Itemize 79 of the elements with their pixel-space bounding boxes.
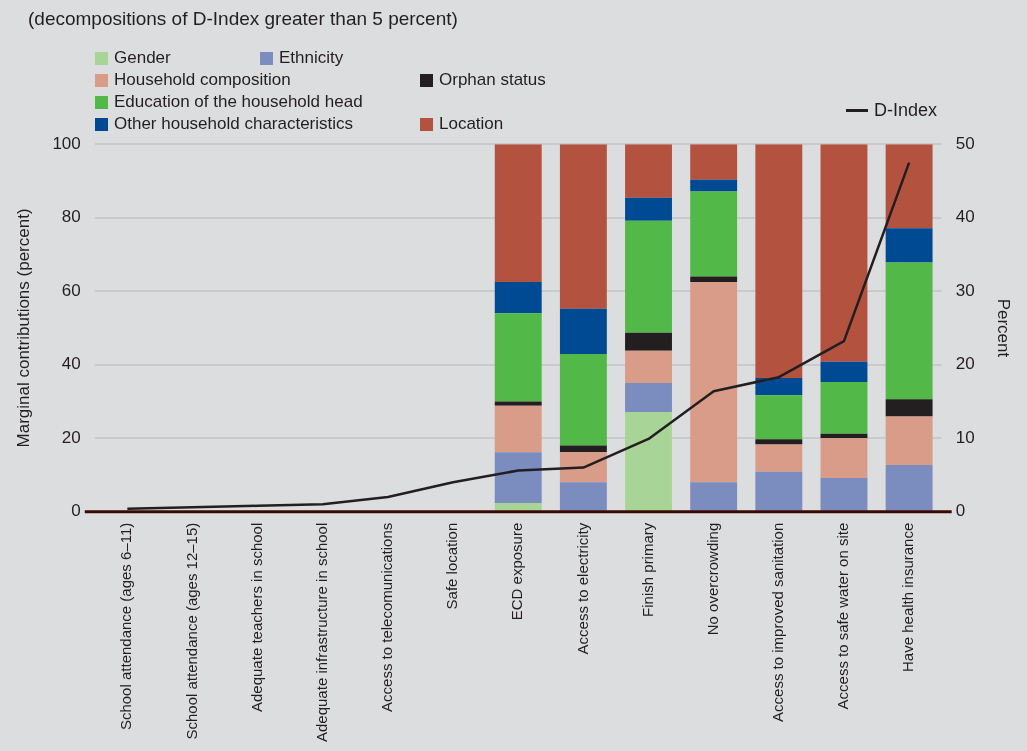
x-tick-label: School attendance (ages 12–15)	[182, 522, 200, 740]
bar	[559, 144, 607, 309]
bar	[494, 502, 542, 511]
bar	[494, 452, 542, 503]
x-tick-label: ECD exposure	[508, 522, 526, 621]
x-tick-label: Access to improved sanitation	[768, 522, 786, 722]
bar	[625, 220, 672, 333]
bar	[690, 282, 738, 483]
bar	[885, 262, 933, 400]
legend-label: Other household characteristics	[114, 114, 354, 134]
bar	[820, 438, 868, 478]
bar	[755, 395, 803, 440]
bar	[625, 383, 672, 413]
y-tick-label: 60	[61, 280, 81, 300]
bar	[820, 361, 868, 382]
y-tick-label: 20	[61, 427, 81, 447]
y2-tick-label: 40	[955, 207, 975, 227]
x-tick-label: School attendance (ages 6–11)	[117, 522, 135, 731]
bar	[820, 477, 868, 511]
y-tick-label: 40	[61, 354, 81, 374]
y-tick-label: 0	[71, 501, 81, 521]
bar	[885, 465, 933, 511]
chart-title: (decompositions of D-Index greater than 5 percent)	[28, 8, 458, 30]
y-axis-title: Marginal contributions (percent)	[13, 208, 33, 448]
x-tick-label: No overcrowding	[703, 522, 721, 636]
x-tick-label: Finish primary	[638, 522, 656, 617]
x-tick-label: Access to telecomunications	[378, 522, 396, 712]
bar	[494, 405, 542, 453]
bar	[625, 412, 672, 511]
bar	[494, 401, 542, 406]
bar	[559, 482, 607, 511]
legend-label: Household composition	[114, 70, 291, 90]
bar	[755, 471, 803, 511]
bar	[690, 482, 738, 511]
x-tick-label: Access to safe water on site	[834, 522, 852, 710]
bar	[820, 381, 868, 434]
bar	[885, 228, 933, 263]
y2-tick-label: 10	[955, 427, 975, 447]
bar	[885, 144, 933, 229]
x-tick-label: Access to electricity	[573, 522, 591, 655]
bar	[690, 144, 738, 180]
legend-label: D-Index	[873, 100, 937, 121]
y2-tick-label: 30	[955, 280, 975, 300]
bar	[755, 144, 803, 378]
legend-label: Ethnicity	[279, 48, 344, 68]
bar	[494, 313, 542, 402]
bar	[559, 452, 607, 483]
bar	[690, 191, 738, 277]
y2-tick-label: 20	[955, 354, 975, 374]
bar	[690, 276, 738, 283]
legend-label: Education of the household head	[114, 92, 363, 112]
bar	[755, 377, 803, 396]
y2-axis-title: Percent	[994, 298, 1014, 358]
bar	[625, 350, 672, 384]
bar	[494, 282, 542, 314]
bar	[625, 197, 672, 221]
bar	[690, 179, 738, 192]
legend-label: Location	[439, 114, 504, 134]
bar	[755, 444, 803, 472]
bar	[625, 332, 672, 351]
bar	[559, 354, 607, 446]
x-tick-label: Have health insurance	[899, 522, 917, 672]
legend-label: Gender	[114, 48, 171, 68]
y2-tick-label: 50	[955, 133, 975, 153]
x-tick-label: Safe location	[443, 522, 461, 610]
y-tick-label: 80	[61, 207, 81, 227]
bar	[625, 144, 672, 198]
bar	[755, 439, 803, 445]
bar	[559, 445, 607, 453]
legend-label: Orphan status	[439, 70, 546, 90]
bar	[885, 399, 933, 417]
bar	[559, 308, 607, 355]
y2-tick-label: 0	[955, 501, 966, 521]
x-tick-label: Adequate infrastructure in school	[312, 522, 330, 742]
bar	[494, 144, 542, 283]
x-tick-label: Adequate teachers in school	[247, 522, 265, 712]
y-tick-label: 100	[52, 133, 81, 153]
bar	[885, 416, 933, 466]
bar	[820, 144, 868, 362]
